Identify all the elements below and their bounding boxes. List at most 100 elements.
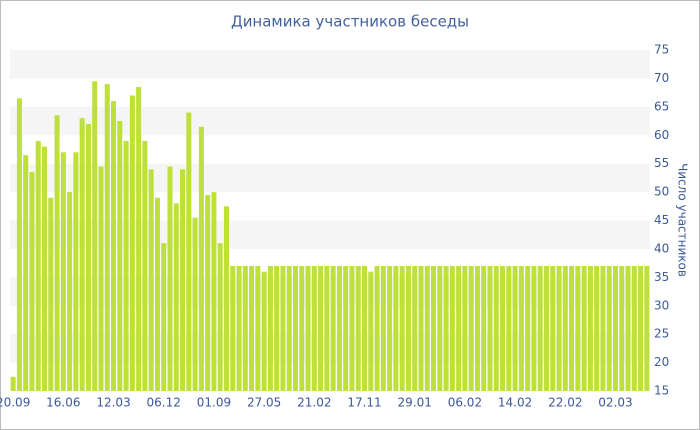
bar <box>581 265 587 391</box>
bar <box>374 265 380 391</box>
bar <box>85 123 91 391</box>
bar <box>556 265 562 391</box>
bar <box>380 265 386 391</box>
bar <box>487 265 493 391</box>
bar <box>123 140 129 391</box>
bar <box>173 203 179 391</box>
bar <box>198 126 204 391</box>
y-tick-label: 15 <box>654 384 669 398</box>
x-tick-label: 27.05 <box>247 396 281 410</box>
bar <box>550 265 556 391</box>
bar <box>60 152 66 391</box>
bar <box>587 265 593 391</box>
bar <box>10 376 16 391</box>
x-tick-label: 01.09 <box>197 396 231 410</box>
bar <box>543 265 549 391</box>
bar <box>211 192 217 391</box>
bar <box>161 243 167 391</box>
grid-band <box>10 277 650 306</box>
bar <box>274 265 280 391</box>
bar <box>192 217 198 391</box>
bar <box>54 115 60 391</box>
bar <box>299 265 305 391</box>
x-tick-label: 12.03 <box>96 396 130 410</box>
y-tick-label: 65 <box>654 99 669 113</box>
bar <box>336 265 342 391</box>
bar <box>399 265 405 391</box>
bar <box>73 152 79 391</box>
bar <box>29 172 35 391</box>
x-tick-label: 21.02 <box>297 396 331 410</box>
bar <box>311 265 317 391</box>
bar <box>23 155 29 391</box>
y-tick-label: 55 <box>654 156 669 170</box>
y-tick-label: 25 <box>654 327 669 341</box>
bar <box>255 265 261 391</box>
bar <box>462 265 468 391</box>
bar <box>249 265 255 391</box>
bar <box>230 265 236 391</box>
y-tick-label: 45 <box>654 213 669 227</box>
bar <box>67 192 73 391</box>
bar <box>324 265 330 391</box>
bar <box>424 265 430 391</box>
x-tick-label: 06.12 <box>147 396 181 410</box>
bar <box>431 265 437 391</box>
bar <box>606 265 612 391</box>
bar <box>330 265 336 391</box>
y-tick-label: 35 <box>654 270 669 284</box>
bar <box>474 265 480 391</box>
bar <box>343 265 349 391</box>
bar <box>493 265 499 391</box>
bar <box>205 194 211 391</box>
bar <box>594 265 600 391</box>
bar <box>437 265 443 391</box>
x-tick-label: 22.02 <box>548 396 582 410</box>
bar <box>481 265 487 391</box>
bar <box>612 265 618 391</box>
y-axis-label: Число участников <box>676 163 690 277</box>
bar <box>449 265 455 391</box>
bar <box>292 265 298 391</box>
bar <box>117 121 123 392</box>
bar <box>286 265 292 391</box>
bar <box>569 265 575 391</box>
bar <box>148 169 154 391</box>
bar <box>393 265 399 391</box>
grid-band <box>10 50 650 79</box>
bar <box>525 265 531 391</box>
bar <box>562 265 568 391</box>
bar <box>638 265 644 391</box>
bar <box>600 265 606 391</box>
bar <box>35 140 41 391</box>
bar <box>280 265 286 391</box>
y-tick-label: 70 <box>654 71 669 85</box>
bar <box>575 265 581 391</box>
bar <box>92 81 98 391</box>
bar <box>186 112 192 392</box>
y-tick-label: 50 <box>654 185 669 199</box>
bar <box>500 265 506 391</box>
bar <box>625 265 631 391</box>
bar <box>111 101 117 392</box>
bands <box>10 50 650 363</box>
bar <box>468 265 474 391</box>
bar <box>42 146 48 391</box>
bar <box>512 265 518 391</box>
bar <box>368 271 374 391</box>
bar <box>412 265 418 391</box>
bar <box>537 265 543 391</box>
bar <box>355 265 361 391</box>
grid-band <box>10 220 650 249</box>
x-tick-label: 14.02 <box>498 396 532 410</box>
bar <box>349 265 355 391</box>
grid-band <box>10 334 650 363</box>
bar <box>223 206 229 391</box>
grid-band <box>10 163 650 193</box>
bar <box>318 265 324 391</box>
bar <box>217 243 223 391</box>
bar <box>79 118 85 391</box>
x-tick-label: 16.06 <box>46 396 80 410</box>
bar <box>154 197 160 391</box>
bar <box>631 265 637 391</box>
